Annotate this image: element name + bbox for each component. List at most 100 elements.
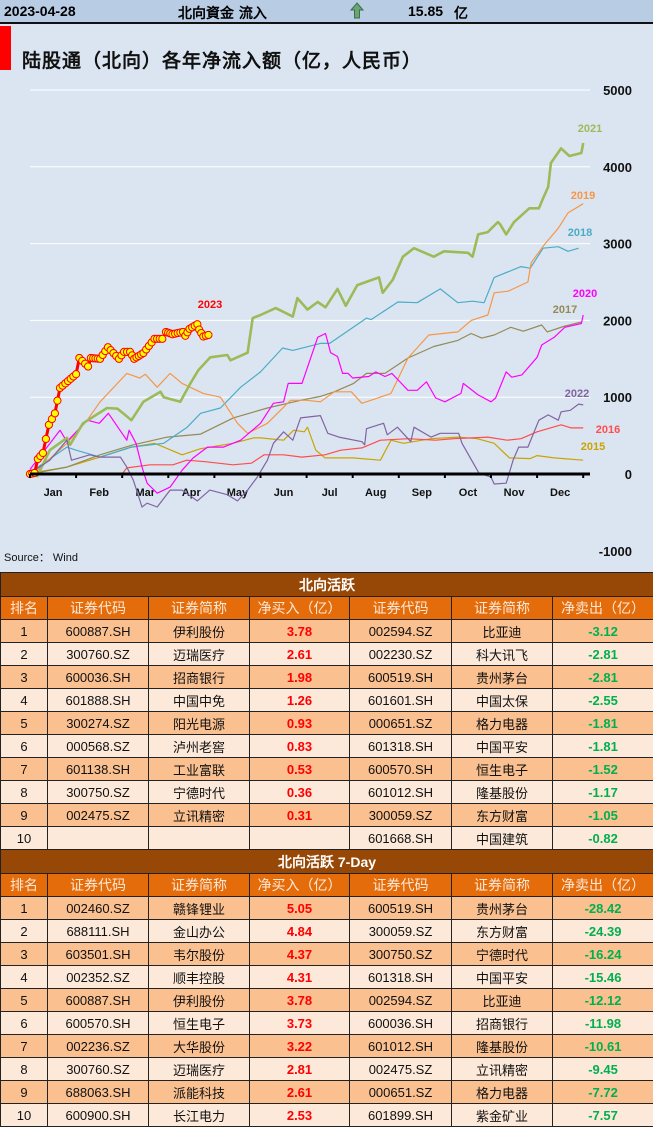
table-row: 4 601888.SH 中国中免 1.26 601601.SH 中国太保 -2.55 <box>0 688 653 712</box>
table-row: 10 600900.SH 长江电力 2.53 601899.SH 紫金矿业 -7.57 <box>0 1103 653 1127</box>
rank-cell: 7 <box>0 757 48 781</box>
net-sell-cell: -28.42 <box>551 896 653 920</box>
net-buy-cell: 1.26 <box>249 688 350 712</box>
x-tick-label: Feb <box>89 487 109 499</box>
series-label: 2023 <box>198 299 222 311</box>
sell-name-cell: 隆基股份 <box>451 780 553 804</box>
rank-cell: 3 <box>0 942 48 966</box>
sell-code-cell: 002594.SZ <box>349 988 452 1012</box>
sell-code-cell: 601012.SH <box>349 1034 452 1058</box>
data-point-2023 <box>204 330 213 340</box>
x-tick-label: Jan <box>44 487 63 499</box>
series-label: 2018 <box>568 227 592 239</box>
sell-name-cell: 隆基股份 <box>451 1034 553 1058</box>
series-label: 2020 <box>573 288 597 300</box>
rank-cell: 5 <box>0 711 48 735</box>
series-label: 2022 <box>565 388 589 400</box>
rank-cell: 10 <box>0 826 48 850</box>
sell-code-cell: 600519.SH <box>349 896 452 920</box>
buy-name-cell: 伊利股份 <box>148 619 250 643</box>
sell-name-cell: 中国建筑 <box>451 826 553 850</box>
sell-name-cell: 贵州茅台 <box>451 665 553 689</box>
rank-cell: 8 <box>0 780 48 804</box>
up-arrow-icon <box>349 2 365 22</box>
buy-name-cell: 大华股份 <box>148 1034 250 1058</box>
net-buy-cell: 0.93 <box>249 711 350 735</box>
data-point-2023 <box>38 448 48 458</box>
net-buy-cell: 4.37 <box>249 942 350 966</box>
table-row: 6 600570.SH 恒生电子 3.73 600036.SH 招商银行 -11.98 <box>0 1011 653 1035</box>
buy-code-cell: 600570.SH <box>47 1011 149 1035</box>
column-header: 证券简称 <box>451 873 553 897</box>
column-header: 净卖出（亿） <box>551 596 653 620</box>
rank-cell: 9 <box>0 1080 48 1104</box>
buy-name-cell: 迈瑞医疗 <box>148 642 250 666</box>
series-line-2022 <box>29 403 584 508</box>
buy-name-cell: 工业富联 <box>148 757 250 781</box>
table-row: 2 300760.SZ 迈瑞医疗 2.61 002230.SZ 科大讯飞 -2.81 <box>0 642 653 666</box>
buy-code-cell: 688063.SH <box>47 1080 149 1104</box>
series-line-2015 <box>29 426 584 474</box>
table-row: 9 688063.SH 派能科技 2.61 000651.SZ 格力电器 -7.72 <box>0 1080 653 1104</box>
table-row: 3 603501.SH 韦尔股份 4.37 300750.SZ 宁德时代 -16.24 <box>0 942 653 966</box>
buy-code-cell <box>47 826 149 850</box>
buy-code-cell: 601888.SH <box>47 688 149 712</box>
sell-code-cell: 600519.SH <box>349 665 452 689</box>
buy-name-cell: 恒生电子 <box>148 1011 250 1035</box>
series-label: 2019 <box>571 190 595 202</box>
sell-code-cell: 600036.SH <box>349 1011 452 1035</box>
x-tick-label: Sep <box>412 487 432 499</box>
series-line-2018 <box>29 246 579 473</box>
net-buy-cell: 5.05 <box>249 896 350 920</box>
rank-cell: 2 <box>0 642 48 666</box>
net-sell-cell: -24.39 <box>551 919 653 943</box>
net-sell-cell: -2.55 <box>551 688 653 712</box>
northbound-active-7day-table: 北向活跃 7-Day 排名 证券代码 证券简称 净买入（亿） 证券代码 证券简称 净卖出（亿）… <box>0 849 653 1127</box>
column-header: 证券简称 <box>148 596 250 620</box>
buy-code-cell: 002352.SZ <box>47 965 149 989</box>
sell-name-cell: 宁德时代 <box>451 942 553 966</box>
column-header: 净买入（亿） <box>249 596 350 620</box>
net-sell-cell: -2.81 <box>551 665 653 689</box>
table-row: 5 300274.SZ 阳光电源 0.93 000651.SZ 格力电器 -1.81 <box>0 711 653 735</box>
column-header: 排名 <box>0 596 48 620</box>
sell-code-cell: 300059.SZ <box>349 803 452 827</box>
buy-name-cell: 顺丰控股 <box>148 965 250 989</box>
net-buy-cell: 2.53 <box>249 1103 350 1127</box>
header-amount: 15.85 <box>408 3 444 19</box>
column-header: 证券代码 <box>47 596 149 620</box>
series-line-2020 <box>29 314 584 494</box>
column-header: 证券简称 <box>148 873 250 897</box>
header-unit: 亿 <box>454 6 468 22</box>
net-buy-cell: 0.83 <box>249 734 350 758</box>
table-row: 2 688111.SH 金山办公 4.84 300059.SZ 东方财富 -24.39 <box>0 919 653 943</box>
y-tick-label: 0 <box>625 467 632 482</box>
data-point-2023 <box>158 334 167 343</box>
table-row: 7 601138.SH 工业富联 0.53 600570.SH 恒生电子 -1.52 <box>0 757 653 781</box>
net-sell-cell: -1.81 <box>551 711 653 735</box>
table-header-row: 排名 证券代码 证券简称 净买入（亿） 证券代码 证券简称 净卖出（亿） <box>0 873 653 897</box>
y-tick-label: 4000 <box>603 160 632 175</box>
buy-code-cell: 600887.SH <box>47 988 149 1012</box>
buy-code-cell: 601138.SH <box>47 757 149 781</box>
net-sell-cell: -1.05 <box>551 803 653 827</box>
table-row: 8 300750.SZ 宁德时代 0.36 601012.SH 隆基股份 -1.17 <box>0 780 653 804</box>
net-buy-cell: 4.84 <box>249 919 350 943</box>
buy-code-cell: 300760.SZ <box>47 642 149 666</box>
buy-name-cell: 韦尔股份 <box>148 942 250 966</box>
sell-name-cell: 科大讯飞 <box>451 642 553 666</box>
series-label: 2021 <box>578 123 602 135</box>
buy-code-cell: 002475.SZ <box>47 803 149 827</box>
net-buy-cell: 3.78 <box>249 988 350 1012</box>
sell-name-cell: 格力电器 <box>451 1080 553 1104</box>
buy-name-cell: 赣锋锂业 <box>148 896 250 920</box>
buy-code-cell: 000568.SZ <box>47 734 149 758</box>
rank-cell: 4 <box>0 965 48 989</box>
series-line-2016 <box>30 424 584 475</box>
net-buy-cell: 0.31 <box>249 803 350 827</box>
rank-cell: 10 <box>0 1103 48 1127</box>
sell-code-cell: 601318.SH <box>349 965 452 989</box>
buy-code-cell: 603501.SH <box>47 942 149 966</box>
table-row: 6 000568.SZ 泸州老窖 0.83 601318.SH 中国平安 -1.81 <box>0 734 653 758</box>
